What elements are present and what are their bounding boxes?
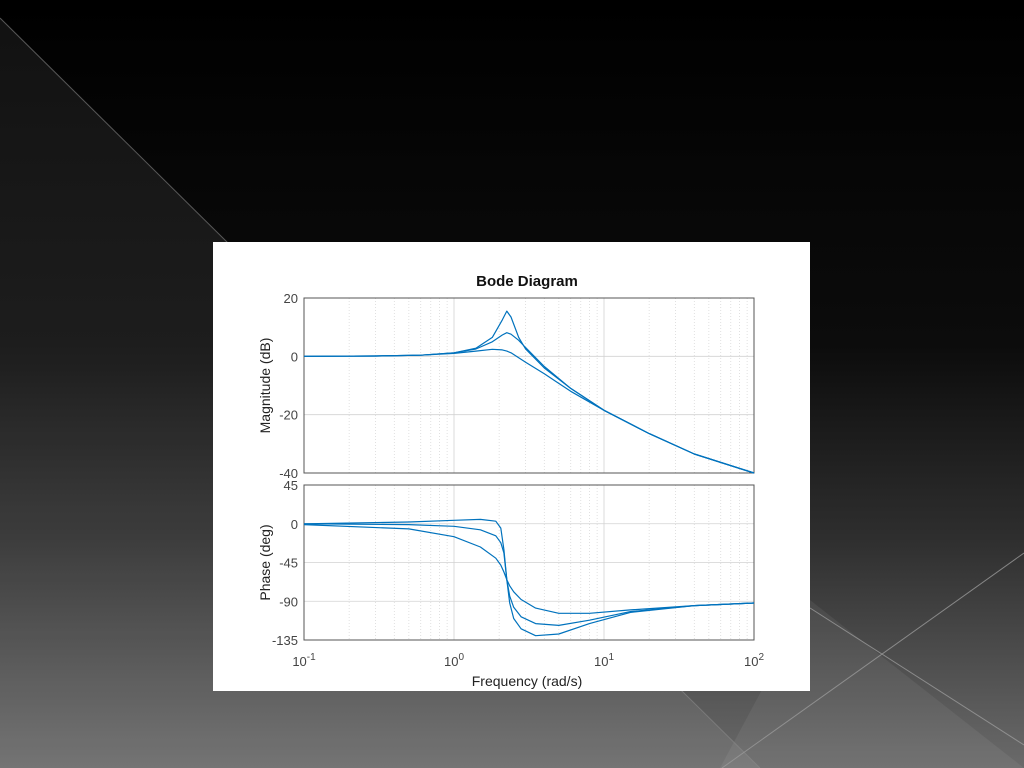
x-tick-base: 10 xyxy=(444,654,458,669)
magnitude-y-axis-label: Magnitude (dB) xyxy=(257,338,273,434)
y-tick-label: 20 xyxy=(284,291,298,306)
x-tick-exponent: 1 xyxy=(608,652,614,663)
x-tick-base: 10 xyxy=(594,654,608,669)
x-tick-exponent: -1 xyxy=(307,652,316,663)
x-tick-label: 102 xyxy=(744,652,764,669)
magnitude-axes-frame xyxy=(303,297,755,474)
y-tick-label: -20 xyxy=(279,408,298,423)
x-tick-base: 10 xyxy=(292,654,306,669)
y-tick-label: 0 xyxy=(291,517,298,532)
x-tick-base: 10 xyxy=(744,654,758,669)
magnitude-series-2 xyxy=(303,332,755,474)
y-tick-label: 0 xyxy=(291,349,298,364)
y-tick-label: -45 xyxy=(279,556,298,571)
bode-figure: Bode Diagram 20 0 -20 -40 Magnitude (dB) 45 0-… xyxy=(213,242,810,691)
x-tick-label: 10-1 xyxy=(292,652,316,669)
magnitude-series-1 xyxy=(303,310,755,474)
x-tick-exponent: 0 xyxy=(458,652,464,663)
x-tick-exponent: 2 xyxy=(758,652,764,663)
y-tick-label: -135 xyxy=(272,633,298,648)
x-tick-label: 101 xyxy=(594,652,614,669)
y-tick-label: -40 xyxy=(279,466,298,481)
y-tick-label: -90 xyxy=(279,594,298,609)
slide-decor-line xyxy=(721,552,1024,768)
magnitude-series-3 xyxy=(303,348,755,474)
phase-axes-frame xyxy=(303,484,755,641)
phase-series-1 xyxy=(303,518,755,637)
y-tick-label: 45 xyxy=(284,478,298,493)
x-axis-label: Frequency (rad/s) xyxy=(472,673,582,689)
x-tick-label: 100 xyxy=(444,652,464,669)
chart-title: Bode Diagram xyxy=(476,273,578,290)
phase-series-3 xyxy=(303,524,755,614)
slide-decor-line xyxy=(809,607,1024,746)
phase-y-axis-label: Phase (deg) xyxy=(257,524,273,600)
phase-series-2 xyxy=(303,523,755,626)
